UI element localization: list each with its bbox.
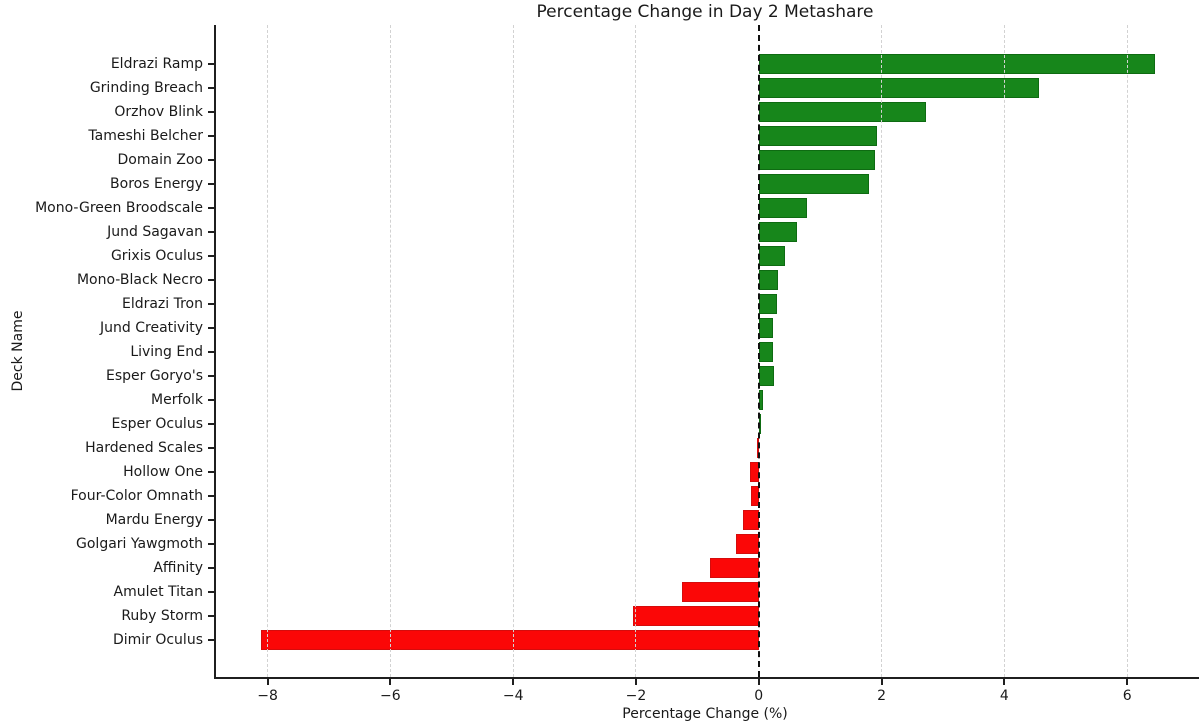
gridline bbox=[1126, 25, 1128, 677]
x-tick-label: −2 bbox=[625, 688, 647, 704]
y-tick-mark bbox=[208, 399, 214, 401]
y-tick-label: Living End bbox=[130, 344, 203, 360]
y-tick-label: Hardened Scales bbox=[85, 440, 203, 456]
y-tick-mark bbox=[208, 447, 214, 449]
gridline bbox=[267, 25, 269, 677]
x-tick-label: −4 bbox=[502, 688, 524, 704]
y-tick-mark bbox=[208, 423, 214, 425]
x-tick-mark bbox=[389, 679, 392, 685]
y-tick-label: Grinding Breach bbox=[89, 80, 203, 96]
bar bbox=[632, 606, 759, 626]
x-tick-mark bbox=[1126, 679, 1129, 685]
y-tick-mark bbox=[208, 351, 214, 353]
chart-title: Percentage Change in Day 2 Metashare bbox=[536, 2, 874, 22]
gridline bbox=[635, 25, 637, 677]
bar bbox=[758, 102, 926, 122]
y-tick-label: Mono-Green Broodscale bbox=[35, 200, 203, 216]
y-tick-mark bbox=[208, 375, 214, 377]
bar bbox=[261, 630, 759, 650]
bar bbox=[758, 222, 798, 242]
bar bbox=[758, 198, 807, 218]
y-tick-mark bbox=[208, 639, 214, 641]
bar bbox=[742, 510, 759, 530]
bar bbox=[709, 558, 759, 578]
y-tick-mark bbox=[208, 183, 214, 185]
y-tick-label: Boros Energy bbox=[110, 176, 203, 192]
y-tick-mark bbox=[208, 543, 214, 545]
y-tick-label: Jund Sagavan bbox=[107, 224, 203, 240]
y-tick-label: Affinity bbox=[153, 560, 203, 576]
zero-reference-line bbox=[757, 25, 760, 677]
x-tick-mark bbox=[634, 679, 637, 685]
x-axis-label: Percentage Change (%) bbox=[622, 706, 788, 722]
bar bbox=[758, 270, 779, 290]
bar bbox=[758, 318, 773, 338]
y-tick-mark bbox=[208, 111, 214, 113]
bar bbox=[682, 582, 759, 602]
y-tick-label: Orzhov Blink bbox=[114, 104, 203, 120]
bar bbox=[758, 174, 870, 194]
y-tick-label: Grixis Oculus bbox=[110, 248, 203, 264]
x-tick-mark bbox=[880, 679, 883, 685]
plot-area: Eldrazi Ramp Grinding Breach Orzhov Blink T… bbox=[35, 25, 1199, 704]
bar bbox=[758, 294, 777, 314]
y-tick-label: Merfolk bbox=[151, 392, 203, 408]
y-tick-label: Four-Color Omnath bbox=[70, 488, 203, 504]
y-tick-label: Ruby Storm bbox=[121, 608, 203, 624]
y-tick-label: Dimir Oculus bbox=[112, 632, 203, 648]
bar bbox=[736, 534, 759, 554]
y-tick-mark bbox=[208, 279, 214, 281]
x-tick-label: −6 bbox=[380, 688, 401, 704]
y-tick-mark bbox=[208, 87, 214, 89]
y-tick-mark bbox=[208, 159, 214, 161]
y-tick-label: Mardu Energy bbox=[105, 512, 203, 528]
x-tick-label: 2 bbox=[877, 688, 887, 704]
bar bbox=[758, 342, 773, 362]
y-tick-mark bbox=[208, 327, 214, 329]
y-tick-mark bbox=[208, 207, 214, 209]
gridline bbox=[512, 25, 514, 677]
bar bbox=[758, 246, 785, 266]
y-tick-mark bbox=[208, 567, 214, 569]
gridline bbox=[1003, 25, 1005, 677]
bar bbox=[758, 78, 1040, 98]
y-tick-label: Eldrazi Tron bbox=[121, 296, 203, 312]
y-tick-mark bbox=[208, 231, 214, 233]
y-tick-label: Domain Zoo bbox=[117, 152, 204, 168]
y-tick-label: Tameshi Belcher bbox=[88, 128, 203, 144]
y-tick-mark bbox=[208, 63, 214, 65]
x-tick-mark bbox=[266, 679, 269, 685]
y-tick-label: Jund Creativity bbox=[100, 320, 203, 336]
y-tick-label: Golgari Yawgmoth bbox=[76, 536, 203, 552]
y-tick-mark bbox=[208, 303, 214, 305]
bar bbox=[758, 150, 876, 170]
gridline bbox=[881, 25, 883, 677]
y-tick-mark bbox=[208, 135, 214, 137]
y-tick-mark bbox=[208, 495, 214, 497]
x-tick-label: 0 bbox=[754, 688, 764, 704]
y-tick-label: Amulet Titan bbox=[113, 584, 203, 600]
x-tick-mark bbox=[1003, 679, 1006, 685]
y-tick-mark bbox=[208, 615, 214, 617]
y-tick-mark bbox=[208, 471, 214, 473]
y-tick-label: Eldrazi Ramp bbox=[110, 56, 203, 72]
y-tick-mark bbox=[208, 591, 214, 593]
x-tick-label: 6 bbox=[1122, 688, 1132, 704]
gridline bbox=[389, 25, 391, 677]
y-tick-label: Esper Oculus bbox=[111, 416, 204, 432]
bar bbox=[758, 54, 1155, 74]
bar bbox=[758, 126, 877, 146]
x-tick-mark bbox=[512, 679, 515, 685]
y-tick-mark bbox=[208, 519, 214, 521]
x-tick-label: −8 bbox=[257, 688, 278, 704]
y-tick-label: Esper Goryo's bbox=[105, 368, 203, 384]
y-tick-label: Mono-Black Necro bbox=[76, 272, 203, 288]
x-tick-mark bbox=[757, 679, 760, 685]
y-axis-label: Deck Name bbox=[10, 310, 26, 392]
bar bbox=[758, 366, 775, 386]
x-tick-label: 4 bbox=[999, 688, 1009, 704]
y-tick-label: Hollow One bbox=[123, 464, 203, 480]
y-tick-mark bbox=[208, 255, 214, 257]
